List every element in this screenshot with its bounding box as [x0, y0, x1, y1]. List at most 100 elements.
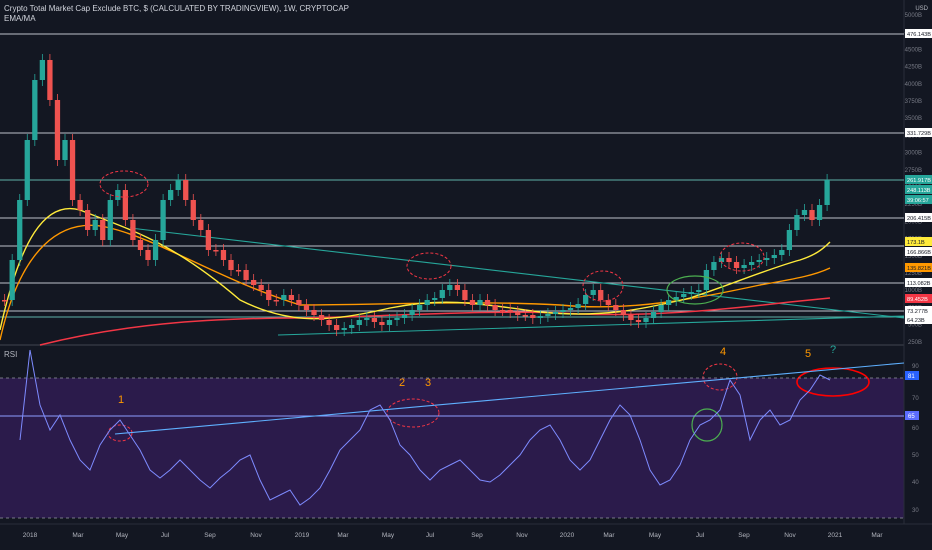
candle — [733, 262, 740, 268]
candle — [688, 292, 694, 294]
price-tag — [905, 175, 932, 184]
price-tag-label: 476.143B — [907, 32, 931, 38]
time-tick: Nov — [784, 532, 796, 539]
candle — [311, 310, 317, 315]
candle — [251, 280, 257, 285]
price-tag — [905, 185, 932, 194]
candle — [160, 200, 166, 240]
candle — [590, 290, 596, 295]
candle — [92, 220, 98, 230]
rsi-tick: 40 — [912, 480, 919, 486]
time-tick: 2018 — [23, 532, 38, 539]
candle — [620, 310, 627, 315]
price-tag-label: 39:06:57 — [907, 198, 929, 204]
candle — [349, 325, 355, 328]
candle — [666, 300, 672, 305]
candle — [711, 262, 717, 270]
rsi-tag-label: 65 — [908, 414, 915, 420]
price-tag-label: 206.415B — [907, 216, 931, 222]
time-tick: Mar — [337, 532, 349, 539]
candle — [786, 230, 793, 250]
candle — [492, 305, 498, 310]
candle — [2, 300, 8, 302]
candle — [824, 180, 830, 205]
candle — [175, 180, 181, 190]
price-tick: 4000B — [905, 82, 922, 88]
candle — [583, 295, 589, 304]
price-tag-label: 64.23B — [907, 318, 925, 324]
rsi-tick: 30 — [912, 508, 919, 514]
candle — [115, 190, 121, 200]
rsi-tick: 70 — [912, 396, 919, 402]
candle — [47, 60, 53, 100]
candle — [228, 260, 234, 270]
rsi-tick: 60 — [912, 426, 919, 432]
price-tag — [905, 195, 932, 204]
time-tick: Jul — [696, 532, 705, 539]
price-tick: 3500B — [905, 116, 922, 122]
price-tag — [905, 294, 932, 303]
candle — [130, 220, 136, 240]
annotation-circle — [582, 270, 624, 302]
price-tag — [905, 263, 932, 272]
price-tag — [905, 29, 932, 38]
rsi-tag-label: 81 — [908, 374, 915, 380]
candle — [288, 295, 295, 300]
candle — [522, 315, 528, 317]
time-tick: Mar — [603, 532, 615, 539]
price-tick: 4500B — [905, 47, 922, 53]
candle — [24, 140, 30, 200]
candle — [100, 220, 106, 240]
candle — [477, 300, 483, 305]
candle — [417, 305, 423, 310]
candle — [605, 300, 611, 305]
candle — [771, 255, 777, 258]
candle — [628, 315, 634, 320]
candle — [469, 300, 476, 305]
time-tick: Sep — [471, 532, 483, 539]
candle — [409, 310, 415, 315]
candle — [462, 290, 468, 300]
candle — [439, 290, 445, 298]
time-tick: Jul — [426, 532, 435, 539]
candle — [258, 285, 264, 290]
candle — [145, 250, 151, 260]
price-tick: 1500B — [905, 254, 922, 260]
annotation-circle — [406, 252, 452, 280]
candle — [235, 270, 242, 272]
candle — [107, 200, 113, 240]
price-tick: 1250B — [905, 271, 922, 277]
time-tick: 2021 — [828, 532, 843, 539]
ma-yellow — [0, 207, 831, 331]
candle — [183, 180, 189, 200]
candle — [168, 190, 174, 200]
time-tick: 2020 — [560, 532, 575, 539]
candle — [341, 328, 347, 330]
candle — [152, 240, 159, 260]
candle — [303, 305, 310, 310]
rsi-label: RSI — [4, 350, 18, 359]
candle — [749, 262, 755, 265]
trendline — [277, 315, 905, 336]
rsi-line — [19, 349, 831, 506]
indicator-label[interactable]: EMA/MA — [4, 14, 36, 23]
time-tick: Sep — [204, 532, 216, 539]
candle — [658, 305, 664, 312]
candle — [779, 250, 785, 255]
candle — [85, 210, 91, 230]
candle — [741, 265, 747, 268]
candle — [356, 320, 362, 325]
candle — [334, 325, 340, 330]
price-tag — [905, 237, 932, 246]
candle — [318, 315, 325, 320]
time-tick: Mar — [72, 532, 84, 539]
annotation-circle — [719, 242, 765, 272]
candle — [69, 140, 76, 200]
candle — [598, 290, 604, 300]
candle — [643, 318, 649, 322]
price-tick: 2000B — [905, 219, 922, 225]
price-tick: 500B — [908, 323, 922, 329]
candle — [454, 285, 461, 290]
candle — [122, 190, 129, 220]
